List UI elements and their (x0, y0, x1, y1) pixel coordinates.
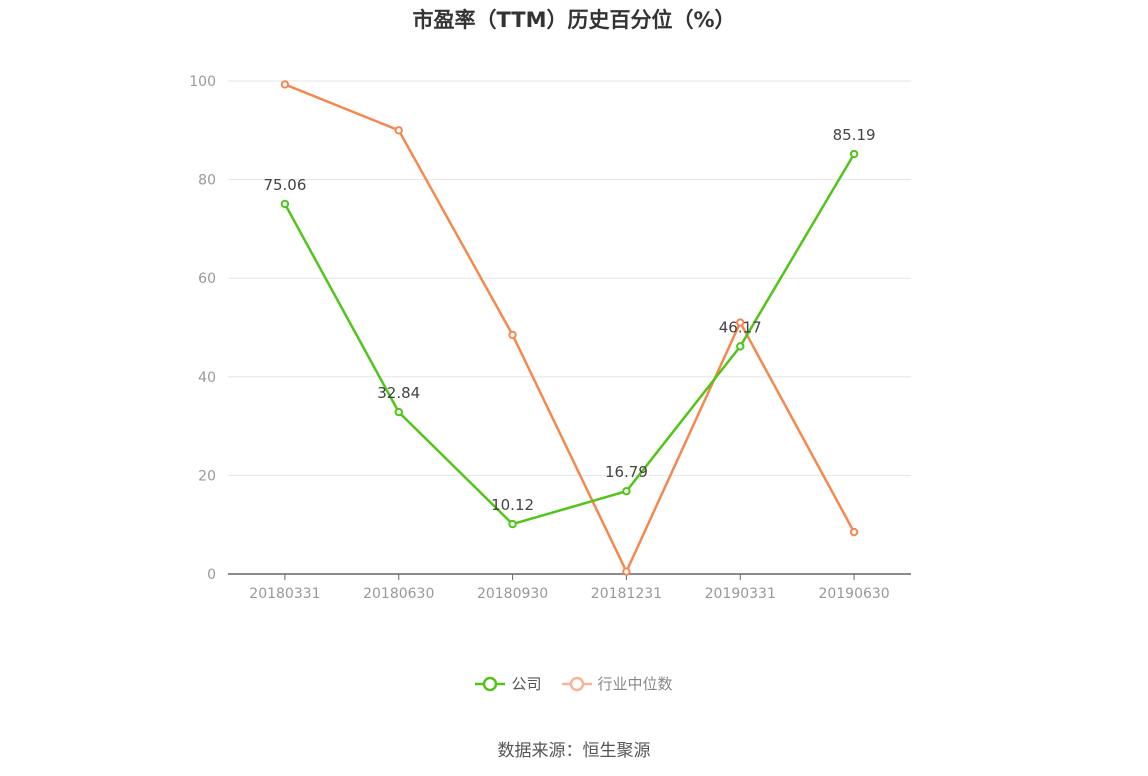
company-data-label: 75.06 (263, 176, 306, 194)
x-tick-label: 20190630 (818, 586, 889, 602)
y-tick-label: 0 (207, 567, 216, 583)
industry-point (394, 126, 403, 135)
data-labels: 75.06 32.84 10.12 16.79 46.17 85.19 (263, 126, 875, 514)
industry-legend-icon (561, 676, 592, 691)
x-tick-label: 20181231 (591, 586, 662, 602)
y-tick-label: 40 (198, 370, 216, 386)
company-data-label: 16.79 (605, 463, 648, 481)
legend-label-industry: 行业中位数 (597, 675, 673, 693)
axes: 0 20 40 60 80 100 20180331 20180630 20180930 2018… (189, 74, 911, 602)
industry-point (508, 330, 517, 340)
company-point (736, 342, 745, 351)
y-tick-label: 80 (198, 173, 216, 189)
company-data-label: 85.19 (833, 126, 876, 144)
y-tick-label: 20 (198, 468, 216, 484)
legend: 公司 行业中位数 (0, 673, 1148, 694)
industry-point (849, 527, 859, 537)
company-point (508, 519, 517, 529)
industry-point (622, 567, 631, 576)
legend-item-company[interactable]: 公司 (475, 673, 542, 694)
company-legend-icon (475, 676, 506, 691)
x-tick-label: 20180331 (249, 586, 320, 602)
x-tick-label: 20190331 (705, 586, 776, 602)
y-tick-label: 100 (189, 74, 216, 90)
industry-line (284, 83, 856, 573)
company-point (622, 487, 631, 496)
grid-lines (228, 80, 911, 476)
company-point (849, 149, 859, 159)
company-point (280, 199, 290, 209)
company-point (394, 407, 403, 417)
x-tick-label: 20180630 (363, 586, 434, 602)
company-data-label: 10.12 (491, 496, 534, 514)
company-data-label: 46.17 (719, 318, 762, 336)
industry-point (736, 318, 745, 327)
company-series (280, 149, 859, 529)
chart-title: 市盈率（TTM）历史百分位（%） (412, 8, 736, 32)
legend-item-industry[interactable]: 行业中位数 (561, 673, 673, 694)
source-note: 数据来源：恒生聚源 (497, 741, 651, 761)
series-lines (280, 80, 859, 576)
industry-series (280, 80, 859, 576)
x-tick-label: 20180930 (477, 586, 548, 602)
legend-label-company: 公司 (511, 675, 542, 693)
industry-point (280, 80, 290, 89)
company-line (283, 153, 856, 526)
company-data-label: 32.84 (377, 384, 420, 402)
y-tick-label: 60 (198, 271, 216, 287)
